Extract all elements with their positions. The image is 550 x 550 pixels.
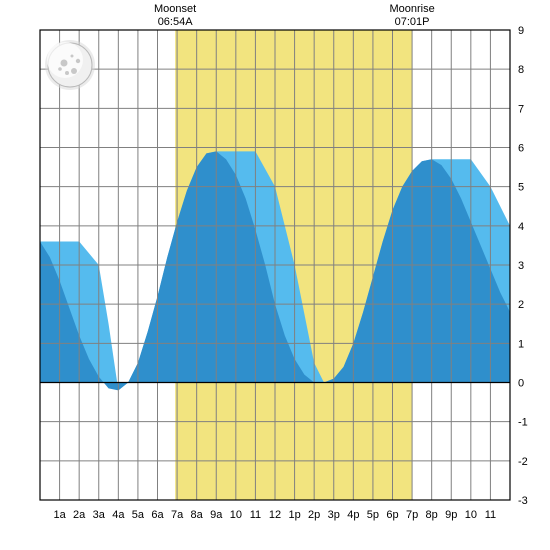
x-tick-label: 11: [485, 509, 496, 521]
x-tick-label: 1p: [288, 509, 300, 521]
y-tick-label: 0: [518, 378, 524, 390]
y-tick-label: 9: [518, 25, 524, 37]
x-tick-label: 6p: [386, 509, 398, 521]
x-tick-label: 8a: [191, 509, 204, 521]
annotation-time: 06:54A: [158, 16, 194, 28]
y-tick-label: 3: [518, 260, 524, 272]
y-tick-label: 7: [518, 103, 524, 115]
x-tick-label: 5a: [132, 509, 145, 521]
x-tick-label: 10: [230, 509, 242, 521]
x-tick-label: 5p: [367, 509, 379, 521]
chart-svg: 1a2a3a4a5a6a7a8a9a1011121p2p3p4p5p6p7p8p…: [0, 0, 550, 550]
x-tick-label: 2a: [73, 509, 86, 521]
x-tick-label: 10: [465, 509, 477, 521]
y-tick-label: 6: [518, 143, 524, 155]
x-axis-labels: 1a 2a 3a 4a 5a 6a 7a 8a 9a 10 11 12 1p 2p 3p 4p 5p 6p 7p 8p…: [53, 509, 496, 521]
y-tick-label: 2: [518, 299, 524, 311]
tide-chart: 1a2a3a4a5a6a7a8a9a1011121p2p3p4p5p6p7p8p…: [0, 0, 550, 550]
x-tick-label: 7p: [406, 509, 418, 521]
y-tick-label: 8: [518, 64, 524, 76]
x-tick-label: 4a: [112, 509, 125, 521]
annotation: Moonrise07:01P: [389, 3, 434, 28]
y-tick-label: 5: [518, 182, 524, 194]
y-tick-label: -1: [518, 417, 528, 429]
y-tick-label: -2: [518, 456, 528, 468]
x-tick-label: 12: [269, 509, 281, 521]
x-tick-label: 9a: [210, 509, 223, 521]
annotation-time: 07:01P: [395, 16, 430, 28]
x-tick-label: 9p: [445, 509, 457, 521]
x-tick-label: 3p: [328, 509, 340, 521]
x-tick-label: 4p: [347, 509, 359, 521]
x-tick-label: 6a: [151, 509, 164, 521]
y-tick-label: 4: [518, 221, 524, 233]
x-tick-label: 8p: [426, 509, 438, 521]
x-tick-label: 3a: [93, 509, 106, 521]
x-tick-label: 7a: [171, 509, 184, 521]
x-tick-label: 11: [250, 509, 261, 521]
y-tick-label: -3: [518, 495, 528, 507]
x-tick-label: 2p: [308, 509, 320, 521]
annotation: Moonset06:54A: [154, 3, 196, 28]
moon-icon: [45, 40, 95, 90]
y-tick-label: 1: [518, 338, 524, 350]
x-tick-label: 1a: [53, 509, 66, 521]
annotation-label: Moonset: [154, 3, 196, 15]
annotation-label: Moonrise: [389, 3, 434, 15]
